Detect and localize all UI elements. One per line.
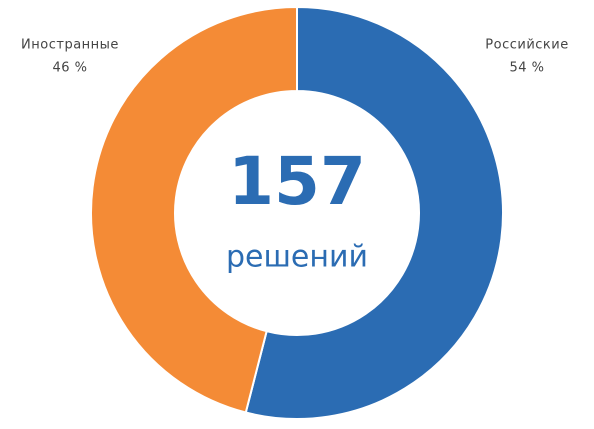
center-label: решений (226, 240, 368, 275)
slice (90, 5, 298, 414)
center-value: 157 (228, 143, 366, 220)
value-label: 54 % (509, 61, 544, 76)
slice (244, 5, 504, 420)
legend-label: Российские (485, 38, 568, 53)
value-label: 46 % (52, 61, 87, 76)
legend-label: Иностранные (21, 38, 119, 53)
